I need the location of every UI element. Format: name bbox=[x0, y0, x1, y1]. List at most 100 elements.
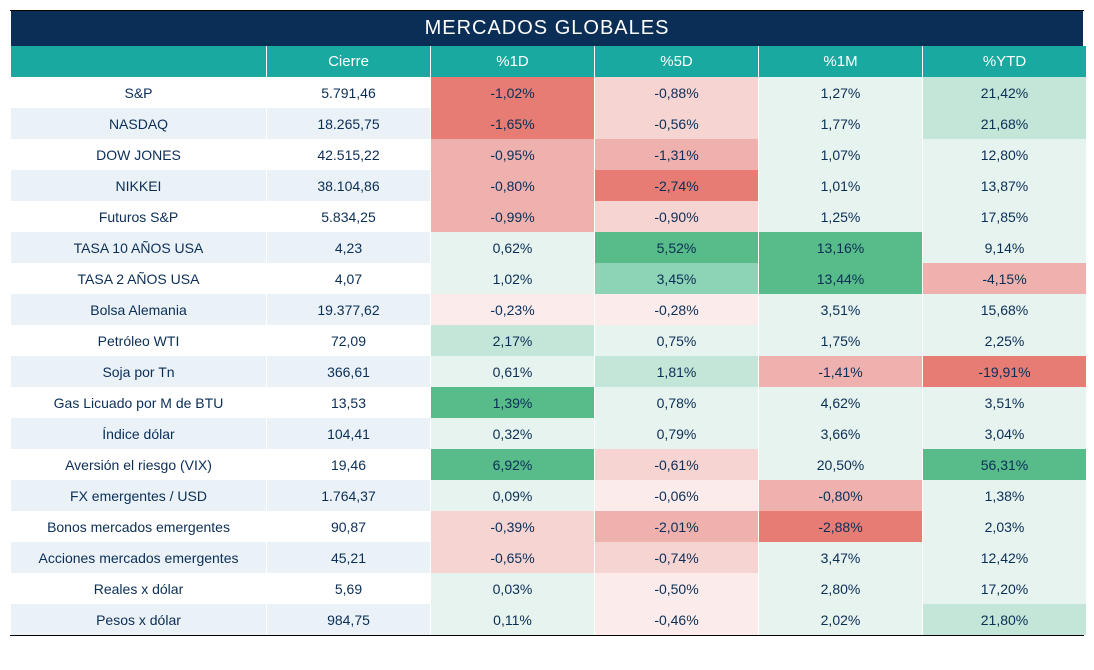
cell-pct: -19,91% bbox=[923, 356, 1087, 387]
cell-pct: 0,09% bbox=[431, 480, 595, 511]
cell-pct: -1,02% bbox=[431, 77, 595, 108]
table-row: Petróleo WTI72,092,17%0,75%1,75%2,25% bbox=[11, 325, 1087, 356]
table-row: S&P5.791,46-1,02%-0,88%1,27%21,42% bbox=[11, 77, 1087, 108]
col-header-name bbox=[11, 46, 267, 77]
cell-pct: 21,80% bbox=[923, 604, 1087, 635]
col-header-close: Cierre bbox=[267, 46, 431, 77]
cell-close: 104,41 bbox=[267, 418, 431, 449]
cell-pct: -0,65% bbox=[431, 542, 595, 573]
cell-pct: 3,51% bbox=[759, 294, 923, 325]
cell-close: 4,23 bbox=[267, 232, 431, 263]
cell-name: FX emergentes / USD bbox=[11, 480, 267, 511]
cell-pct: -0,74% bbox=[595, 542, 759, 573]
cell-pct: 0,79% bbox=[595, 418, 759, 449]
cell-pct: -0,61% bbox=[595, 449, 759, 480]
cell-pct: -0,39% bbox=[431, 511, 595, 542]
cell-pct: -0,50% bbox=[595, 573, 759, 604]
cell-pct: -0,28% bbox=[595, 294, 759, 325]
cell-name: Acciones mercados emergentes bbox=[11, 542, 267, 573]
cell-pct: -0,56% bbox=[595, 108, 759, 139]
cell-pct: 6,92% bbox=[431, 449, 595, 480]
cell-pct: 21,68% bbox=[923, 108, 1087, 139]
cell-pct: 3,51% bbox=[923, 387, 1087, 418]
cell-pct: 3,04% bbox=[923, 418, 1087, 449]
table-row: Pesos x dólar984,750,11%-0,46%2,02%21,80… bbox=[11, 604, 1087, 635]
cell-pct: 0,62% bbox=[431, 232, 595, 263]
cell-close: 18.265,75 bbox=[267, 108, 431, 139]
cell-pct: 15,68% bbox=[923, 294, 1087, 325]
header-row: Cierre %1D %5D %1M %YTD bbox=[11, 46, 1087, 77]
cell-close: 90,87 bbox=[267, 511, 431, 542]
global-markets-panel: MERCADOS GLOBALES Cierre %1D %5D %1M %YT… bbox=[10, 10, 1084, 636]
cell-pct: -0,80% bbox=[431, 170, 595, 201]
cell-name: S&P bbox=[11, 77, 267, 108]
cell-name: Soja por Tn bbox=[11, 356, 267, 387]
table-row: FX emergentes / USD1.764,370,09%-0,06%-0… bbox=[11, 480, 1087, 511]
panel-title: MERCADOS GLOBALES bbox=[10, 11, 1084, 46]
table-row: Acciones mercados emergentes45,21-0,65%-… bbox=[11, 542, 1087, 573]
cell-close: 984,75 bbox=[267, 604, 431, 635]
cell-pct: 21,42% bbox=[923, 77, 1087, 108]
cell-pct: -1,41% bbox=[759, 356, 923, 387]
cell-pct: -2,88% bbox=[759, 511, 923, 542]
cell-name: NASDAQ bbox=[11, 108, 267, 139]
cell-name: TASA 2 AÑOS USA bbox=[11, 263, 267, 294]
cell-close: 1.764,37 bbox=[267, 480, 431, 511]
cell-name: Petróleo WTI bbox=[11, 325, 267, 356]
cell-name: Futuros S&P bbox=[11, 201, 267, 232]
table-row: Bonos mercados emergentes90,87-0,39%-2,0… bbox=[11, 511, 1087, 542]
cell-pct: -0,23% bbox=[431, 294, 595, 325]
cell-pct: 5,52% bbox=[595, 232, 759, 263]
cell-close: 5.834,25 bbox=[267, 201, 431, 232]
cell-pct: 1,07% bbox=[759, 139, 923, 170]
cell-pct: -0,99% bbox=[431, 201, 595, 232]
table-row: Aversión el riesgo (VIX)19,466,92%-0,61%… bbox=[11, 449, 1087, 480]
cell-pct: 0,32% bbox=[431, 418, 595, 449]
cell-close: 366,61 bbox=[267, 356, 431, 387]
cell-name: Gas Licuado por M de BTU bbox=[11, 387, 267, 418]
cell-close: 38.104,86 bbox=[267, 170, 431, 201]
cell-pct: -0,88% bbox=[595, 77, 759, 108]
col-header-1d: %1D bbox=[431, 46, 595, 77]
cell-name: Índice dólar bbox=[11, 418, 267, 449]
cell-pct: 13,87% bbox=[923, 170, 1087, 201]
cell-pct: -0,06% bbox=[595, 480, 759, 511]
table-row: NIKKEI38.104,86-0,80%-2,74%1,01%13,87% bbox=[11, 170, 1087, 201]
cell-pct: 1,01% bbox=[759, 170, 923, 201]
cell-close: 4,07 bbox=[267, 263, 431, 294]
cell-close: 5,69 bbox=[267, 573, 431, 604]
cell-pct: 1,27% bbox=[759, 77, 923, 108]
cell-pct: 0,11% bbox=[431, 604, 595, 635]
table-row: Reales x dólar5,690,03%-0,50%2,80%17,20% bbox=[11, 573, 1087, 604]
cell-pct: 1,39% bbox=[431, 387, 595, 418]
cell-pct: 3,45% bbox=[595, 263, 759, 294]
cell-pct: 12,42% bbox=[923, 542, 1087, 573]
cell-pct: 17,20% bbox=[923, 573, 1087, 604]
table-row: Soja por Tn366,610,61%1,81%-1,41%-19,91% bbox=[11, 356, 1087, 387]
cell-name: TASA 10 AÑOS USA bbox=[11, 232, 267, 263]
cell-pct: 56,31% bbox=[923, 449, 1087, 480]
cell-pct: 1,77% bbox=[759, 108, 923, 139]
col-header-ytd: %YTD bbox=[923, 46, 1087, 77]
cell-pct: 3,47% bbox=[759, 542, 923, 573]
cell-pct: 0,03% bbox=[431, 573, 595, 604]
table-row: DOW JONES42.515,22-0,95%-1,31%1,07%12,80… bbox=[11, 139, 1087, 170]
cell-close: 19,46 bbox=[267, 449, 431, 480]
table-row: Gas Licuado por M de BTU13,531,39%0,78%4… bbox=[11, 387, 1087, 418]
cell-name: Pesos x dólar bbox=[11, 604, 267, 635]
cell-pct: 2,80% bbox=[759, 573, 923, 604]
cell-pct: 3,66% bbox=[759, 418, 923, 449]
cell-name: DOW JONES bbox=[11, 139, 267, 170]
table-row: Bolsa Alemania19.377,62-0,23%-0,28%3,51%… bbox=[11, 294, 1087, 325]
cell-name: Reales x dólar bbox=[11, 573, 267, 604]
cell-close: 19.377,62 bbox=[267, 294, 431, 325]
table-row: Índice dólar104,410,32%0,79%3,66%3,04% bbox=[11, 418, 1087, 449]
cell-pct: 13,16% bbox=[759, 232, 923, 263]
cell-pct: 0,75% bbox=[595, 325, 759, 356]
col-header-1m: %1M bbox=[759, 46, 923, 77]
cell-pct: 13,44% bbox=[759, 263, 923, 294]
cell-pct: -0,90% bbox=[595, 201, 759, 232]
cell-close: 72,09 bbox=[267, 325, 431, 356]
cell-pct: -1,65% bbox=[431, 108, 595, 139]
cell-close: 5.791,46 bbox=[267, 77, 431, 108]
